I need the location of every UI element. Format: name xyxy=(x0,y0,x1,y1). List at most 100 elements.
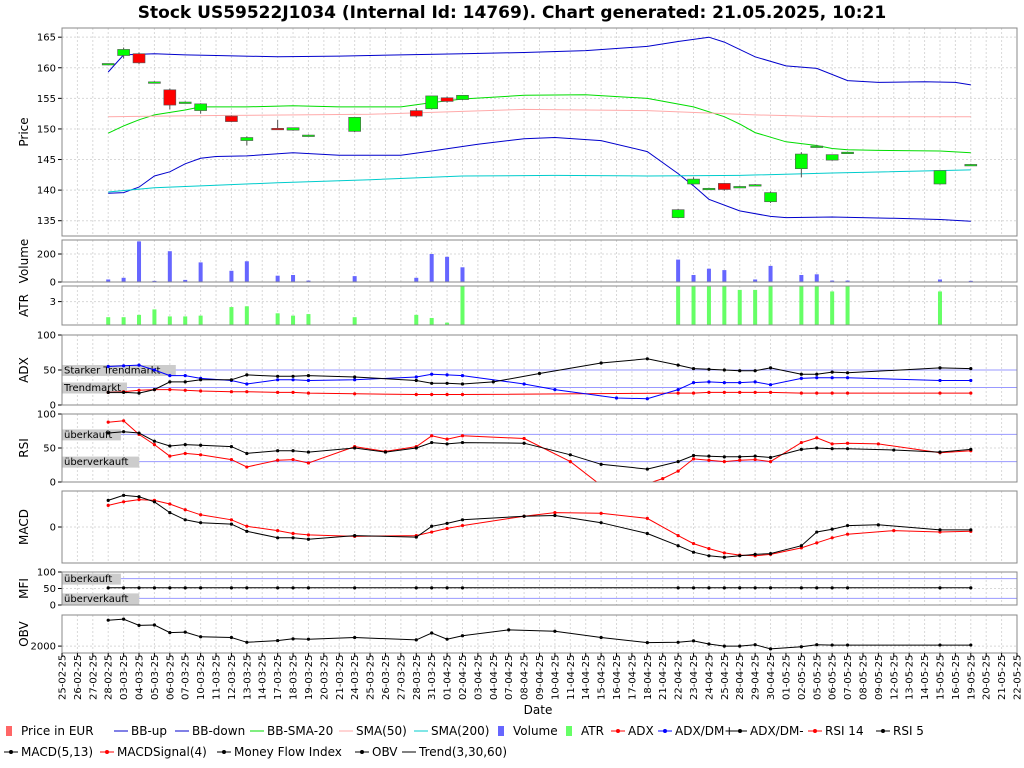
series-point xyxy=(738,586,742,590)
x-tick-label: 06-05-25 xyxy=(828,655,839,700)
volume-bar xyxy=(445,256,450,282)
series-point xyxy=(630,487,633,490)
series-point xyxy=(753,586,757,590)
series-point xyxy=(168,444,172,448)
series-point xyxy=(229,378,234,382)
atr-bar xyxy=(814,286,819,325)
volume-bar xyxy=(198,262,203,282)
plot-area: überkauft überverkauft xyxy=(62,419,1017,490)
series-point xyxy=(522,382,526,386)
series-point xyxy=(768,586,773,590)
series-point xyxy=(122,364,126,368)
y-tick-label: 155 xyxy=(37,94,56,105)
plot-area xyxy=(106,286,942,325)
series-point xyxy=(553,629,557,633)
series-point xyxy=(799,372,803,376)
legend-item: BB-down xyxy=(175,724,245,738)
series-point xyxy=(938,586,942,590)
reference-label: überverkauft xyxy=(64,594,129,605)
legend-label: SMA(50) xyxy=(356,724,407,738)
series-point xyxy=(291,637,295,641)
y-tick-label: 160 xyxy=(37,63,56,74)
series-point xyxy=(507,628,511,632)
volume-bar xyxy=(814,274,819,282)
series-point xyxy=(799,391,803,395)
x-tick-label: 25-02-25 xyxy=(58,655,69,700)
x-tick-label: 13-03-25 xyxy=(242,655,253,700)
y-tick-label: 3 xyxy=(50,297,56,308)
y-tick-label: 200 xyxy=(37,250,56,261)
panel-border xyxy=(61,285,1018,326)
legend-swatch xyxy=(566,726,572,736)
series-point xyxy=(768,460,773,464)
series-point xyxy=(183,374,187,378)
atr-bar xyxy=(706,286,711,325)
series-point xyxy=(245,524,249,528)
series-point xyxy=(430,434,434,438)
legend-label: Money Flow Index xyxy=(234,745,342,759)
series-point xyxy=(183,451,187,456)
series-point xyxy=(676,469,680,473)
series-point xyxy=(722,390,726,394)
series-point xyxy=(460,586,465,590)
series-point xyxy=(830,643,834,647)
series-point xyxy=(122,586,126,590)
volume-bar xyxy=(845,280,850,282)
series-point xyxy=(122,390,126,394)
y-tick-label: 0 xyxy=(50,401,56,412)
series-point xyxy=(676,363,680,367)
series-point xyxy=(676,640,680,644)
series-line xyxy=(108,108,971,118)
series-point xyxy=(691,391,696,395)
volume-bar xyxy=(722,270,727,282)
legend-item: BB-SMA-20 xyxy=(250,724,333,738)
atr-bar xyxy=(183,316,188,325)
series-point xyxy=(430,372,434,376)
reference-label-bg xyxy=(62,365,176,376)
series-point xyxy=(276,529,280,533)
atr-bar xyxy=(275,313,280,325)
x-tick-label: 21-05-25 xyxy=(997,655,1008,700)
reference-label: überverkauft xyxy=(64,457,129,468)
candle-body xyxy=(748,184,762,187)
panel-adx: 0 50 100 ADX Starker Trendmarkt Trendmarkt xyxy=(17,331,1018,412)
series-point xyxy=(199,389,203,393)
legend-item: ADX xyxy=(611,724,654,738)
candle-body xyxy=(240,137,254,141)
series-point xyxy=(106,431,110,435)
atr-bar xyxy=(768,286,773,325)
x-tick-label: 03-04-25 xyxy=(473,655,484,700)
series-point xyxy=(353,378,357,382)
legend-item: Trend(3,30,60) xyxy=(402,745,507,759)
x-tick-label: 23-04-25 xyxy=(689,655,700,700)
legend-item: Volume xyxy=(498,724,558,738)
series-point xyxy=(106,498,110,502)
candle-body xyxy=(163,89,177,106)
panel-border xyxy=(61,27,1018,237)
series-point xyxy=(722,381,726,385)
x-tick-label: 05-05-25 xyxy=(812,655,823,700)
series-point xyxy=(815,586,819,590)
atr-bar xyxy=(352,317,357,325)
series-point xyxy=(199,453,203,457)
x-tick-label: 19-03-25 xyxy=(304,655,315,700)
series-point xyxy=(137,391,141,395)
series-point xyxy=(291,378,295,382)
x-tick-label: 15-04-25 xyxy=(597,655,608,700)
x-tick-label: 14-04-25 xyxy=(581,655,592,700)
x-tick-label: 29-04-25 xyxy=(751,655,762,700)
series-point xyxy=(430,524,434,528)
series-point xyxy=(137,363,141,367)
series-point xyxy=(892,529,896,533)
panel-border xyxy=(61,490,1018,564)
series-point xyxy=(799,376,803,380)
series-point xyxy=(722,551,726,555)
atr-bar xyxy=(429,317,434,325)
series-point xyxy=(106,618,110,622)
series-point xyxy=(799,440,803,445)
series-point xyxy=(445,442,449,446)
series-point xyxy=(892,448,896,452)
series-point xyxy=(768,383,773,387)
series-point xyxy=(938,450,942,454)
